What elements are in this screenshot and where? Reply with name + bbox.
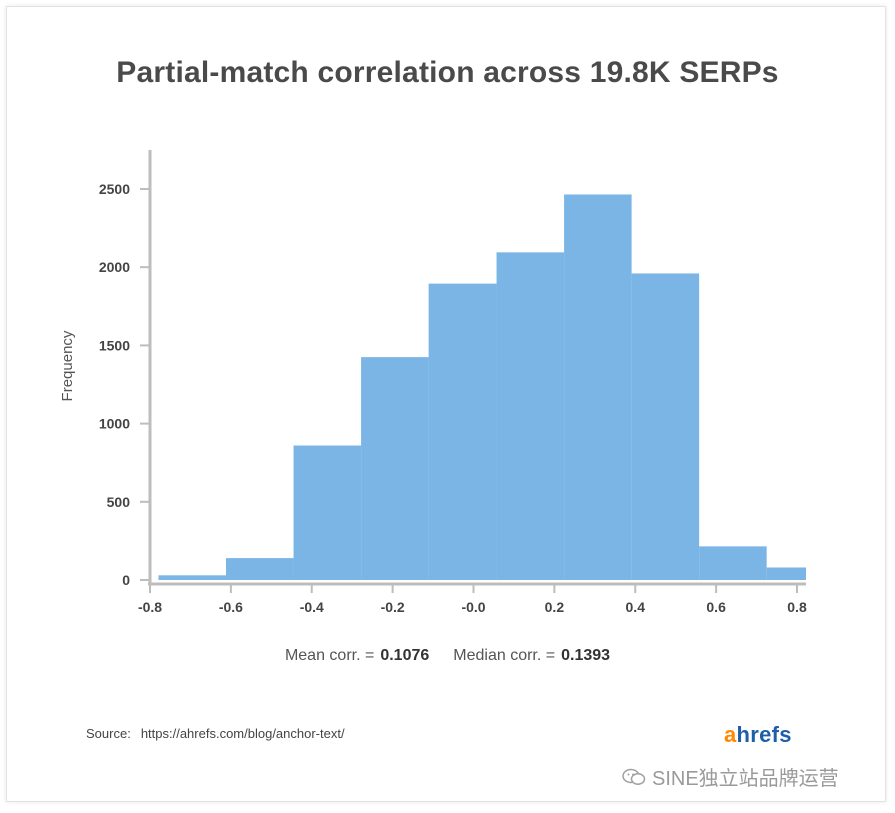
histogram-bar-7 — [564, 194, 632, 580]
x-tick-label: -0.8 — [138, 599, 162, 615]
histogram-bar-4 — [361, 357, 429, 580]
watermark: SINE独立站品牌运营 — [622, 762, 839, 791]
source-line: Source: https://ahrefs.com/blog/anchor-te… — [86, 726, 345, 741]
y-axis-label: Frequency — [59, 330, 76, 401]
x-tick-label: 0.2 — [545, 599, 565, 615]
stats-line: Mean corr. = 0.1076 Median corr. = 0.1393 — [0, 647, 895, 665]
histogram-bar-10 — [766, 567, 806, 580]
ahrefs-logo: ahrefs — [724, 722, 792, 748]
median-value: 0.1393 — [561, 647, 611, 664]
histogram-bar-9 — [699, 546, 767, 580]
y-tick-label: 1500 — [99, 337, 130, 353]
source-url[interactable]: https://ahrefs.com/blog/anchor-text/ — [140, 726, 345, 741]
x-tick-label: -0.2 — [381, 599, 405, 615]
histogram-bar-3 — [293, 445, 362, 580]
mean-label: Mean corr. = — [284, 647, 375, 664]
x-tick-label: -0.0 — [461, 599, 485, 615]
wechat-icon — [622, 768, 646, 786]
histogram-bar-5 — [428, 283, 497, 580]
logo-text: hrefs — [736, 722, 792, 747]
x-tick-label: -0.6 — [219, 599, 243, 615]
y-tick-label: 0 — [122, 572, 130, 588]
x-tick-label: 0.8 — [787, 599, 807, 615]
histogram-bar-8 — [631, 273, 700, 580]
y-tick-label: 2000 — [99, 259, 130, 275]
histogram-bar-1 — [158, 575, 227, 580]
y-tick-label: 500 — [107, 494, 131, 510]
mean-value: 0.1076 — [380, 647, 430, 664]
watermark-text: SINE独立站品牌运营 — [652, 768, 839, 790]
y-tick-label: 1000 — [99, 416, 130, 432]
chart-title: Partial-match correlation across 19.8K S… — [116, 56, 779, 89]
histogram-bar-2 — [226, 558, 294, 580]
source-label: Source: — [86, 726, 131, 741]
histogram-bar-6 — [496, 252, 565, 581]
y-tick-label: 2500 — [99, 181, 130, 197]
x-tick-label: -0.4 — [300, 599, 324, 615]
logo-letter-a: a — [724, 722, 737, 747]
x-tick-label: 0.6 — [706, 599, 726, 615]
median-label: Median corr. = — [453, 647, 556, 664]
x-tick-label: 0.4 — [626, 599, 646, 615]
